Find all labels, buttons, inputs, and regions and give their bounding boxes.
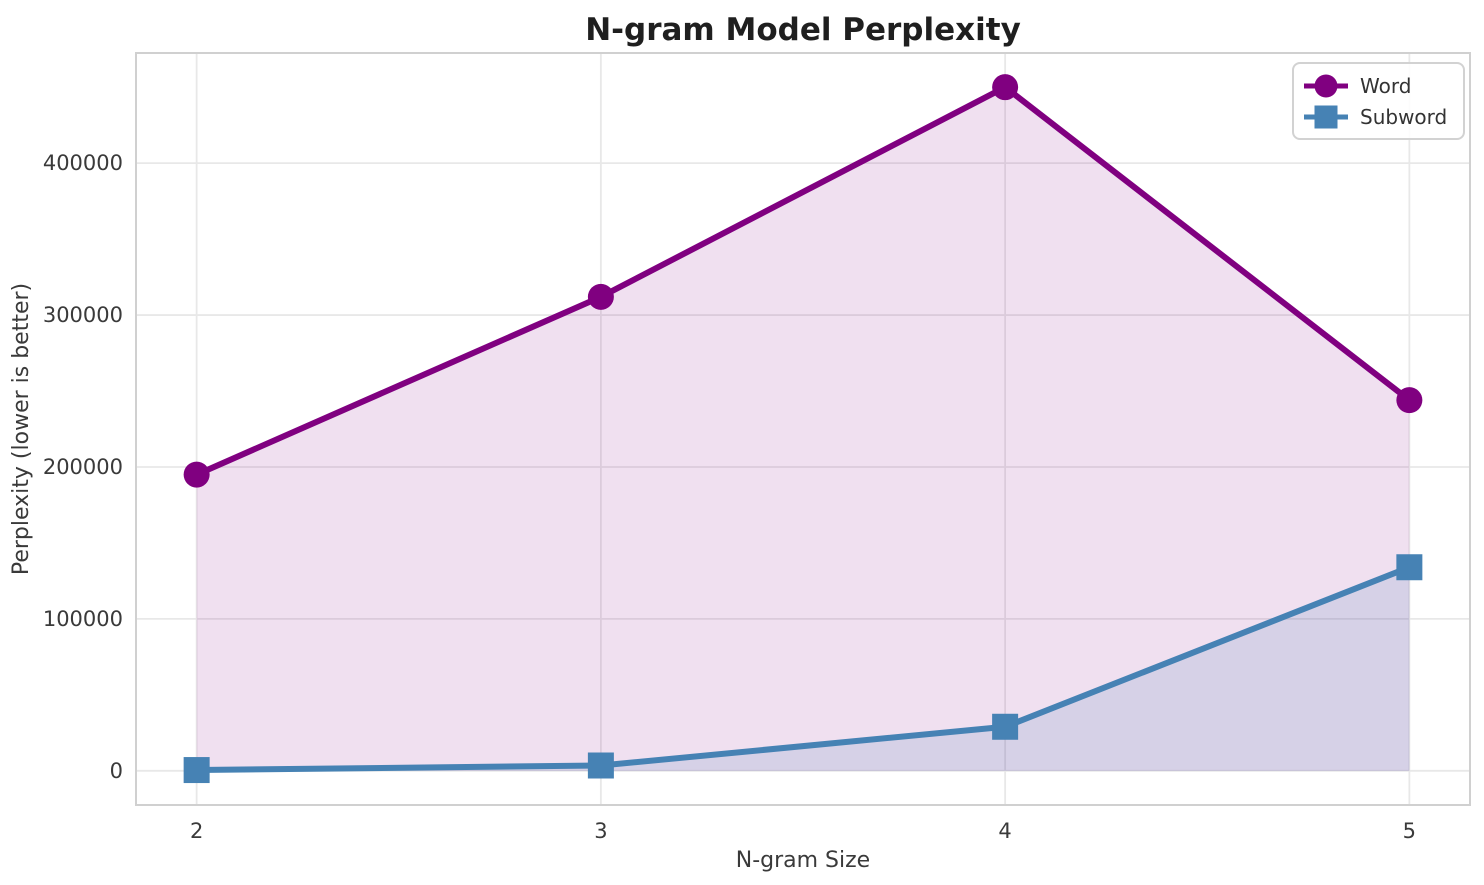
y-tick-label: 100000 [43, 607, 123, 631]
data-point-word [992, 74, 1019, 101]
data-point-subword [183, 757, 210, 784]
y-axis-label: Perplexity (lower is better) [9, 283, 34, 575]
area-fill-word [196, 87, 1410, 771]
series-line-subword [196, 564, 1411, 774]
data-point-subword [992, 713, 1019, 740]
x-tick-label: 5 [1403, 819, 1416, 843]
area-fills [196, 87, 1410, 771]
y-tick-label: 400000 [43, 151, 123, 175]
y-tick-label: 200000 [43, 455, 123, 479]
y-tick-label: 0 [110, 759, 123, 783]
y-tick-label: 300000 [43, 303, 123, 327]
data-point-word [183, 461, 210, 488]
legend-label: Subword [1360, 104, 1448, 129]
x-axis-label: N-gram Size [736, 848, 870, 873]
area-fill-subword [196, 567, 1410, 771]
series-line-word [195, 84, 1412, 478]
x-tick-label: 3 [594, 819, 607, 843]
chart-title: N-gram Model Perplexity [585, 12, 1021, 48]
legend-item-subword: Subword [1302, 101, 1447, 132]
x-tick-label: 4 [998, 819, 1011, 843]
data-point-word [587, 283, 614, 310]
x-tick-label: 2 [190, 819, 203, 843]
legend-item-word: Word [1302, 70, 1447, 101]
legend-label: Word [1360, 73, 1412, 98]
gridlines [136, 53, 1470, 805]
axes-spines [135, 52, 1471, 806]
series-lines [183, 74, 1423, 784]
legend-marker-circle-icon [1304, 74, 1348, 97]
legend: Word Subword [1292, 62, 1466, 140]
data-point-subword [587, 752, 614, 779]
legend-marker-square-icon [1304, 105, 1348, 128]
tick-labels: 0 100000 200000 300000 400000 2 3 4 5 [43, 151, 1416, 843]
data-point-subword [1396, 554, 1423, 581]
data-point-word [1396, 387, 1423, 414]
